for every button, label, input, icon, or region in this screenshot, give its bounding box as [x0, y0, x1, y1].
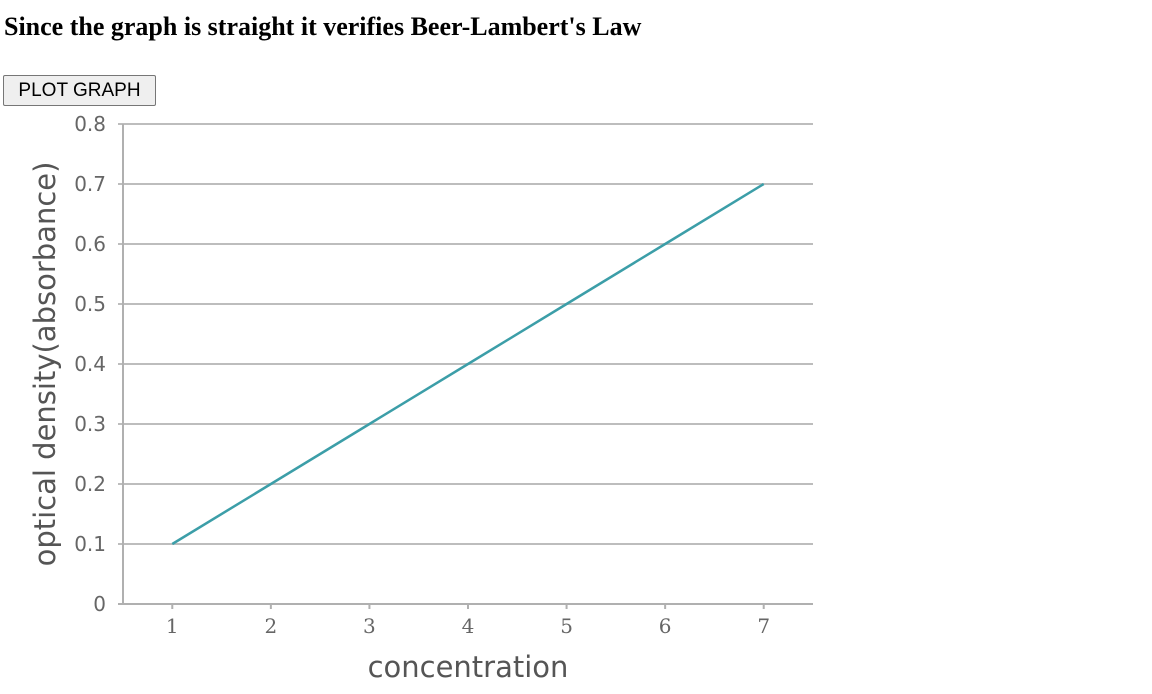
x-axis-ticks: 1 2 3 4 5 6 7: [166, 604, 770, 638]
y-axis-title: optical density(absorbance): [28, 162, 62, 567]
chart-gridlines: [118, 123, 813, 545]
y-tick-label: 0.8: [74, 112, 106, 136]
plot-graph-button[interactable]: PLOT GRAPH: [3, 75, 156, 106]
chart-series: [171, 182, 765, 546]
y-axis-ticks: 0 0.1 0.2 0.3 0.4 0.5 0.6 0.7 0.8: [74, 112, 106, 616]
series-line: [171, 182, 765, 546]
page-heading: Since the graph is straight it verifies …: [4, 12, 642, 41]
y-tick-label: 0.1: [74, 532, 106, 556]
y-tick-label: 0.3: [74, 412, 106, 436]
x-axis-title: concentration: [368, 650, 569, 684]
y-tick-label: 0.7: [74, 172, 106, 196]
x-tick-label: 3: [363, 614, 376, 638]
x-tick-label: 4: [462, 614, 475, 638]
x-tick-label: 6: [659, 614, 672, 638]
y-tick-label: 0.5: [74, 292, 106, 316]
y-tick-label: 0: [93, 592, 106, 616]
x-tick-label: 7: [757, 614, 770, 638]
y-tick-label: 0.6: [74, 232, 106, 256]
y-tick-label: 0.4: [74, 352, 106, 376]
x-tick-label: 2: [264, 614, 277, 638]
x-tick-label: 1: [166, 614, 179, 638]
x-tick-label: 5: [560, 614, 573, 638]
y-tick-label: 0.2: [74, 472, 106, 496]
chart-axes: [118, 124, 813, 605]
